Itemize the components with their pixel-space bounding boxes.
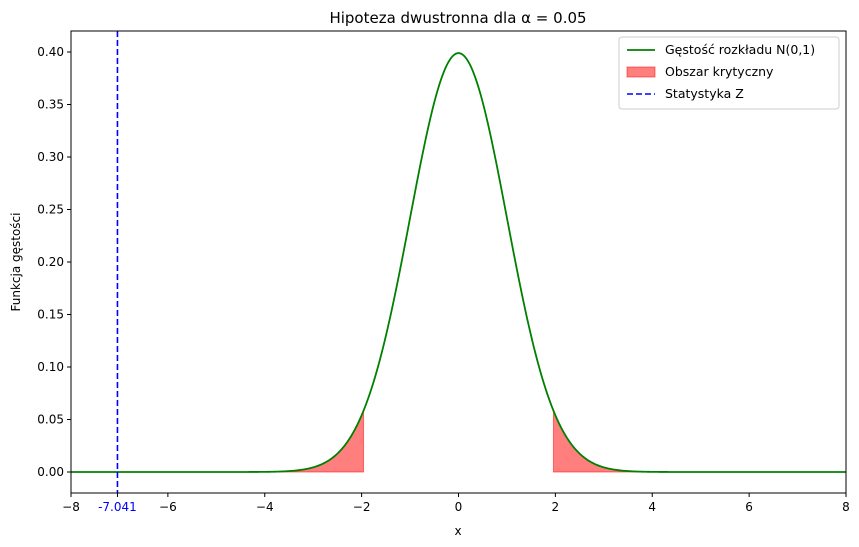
y-tick-label: 0.35 bbox=[37, 98, 64, 112]
y-tick-label: 0.20 bbox=[37, 255, 64, 269]
y-tick-label: 0.30 bbox=[37, 150, 64, 164]
critical-region-left bbox=[71, 410, 365, 473]
density-curve-line bbox=[71, 52, 846, 473]
legend-item: Obszar krytyczny bbox=[626, 64, 774, 79]
x-tick-label: 0 bbox=[455, 500, 463, 514]
x-tick-label: 6 bbox=[745, 500, 753, 514]
legend-label: Statystyka Z bbox=[665, 86, 744, 101]
chart-title: Hipoteza dwustronna dla α = 0.05 bbox=[329, 9, 586, 27]
y-tick-label: 0.40 bbox=[37, 45, 64, 59]
z-statistic-tick-label: -7.041 bbox=[98, 500, 137, 514]
y-axis: 0.00 0.05 0.10 0.15 0.20 0.25 0.30 0.35 0.40 bbox=[37, 45, 71, 479]
y-tick-label: 0.25 bbox=[37, 203, 64, 217]
y-tick-label: 0.15 bbox=[37, 308, 64, 322]
x-tick-label: −4 bbox=[256, 500, 274, 514]
x-axis-label: x bbox=[454, 524, 461, 538]
legend-box bbox=[618, 36, 840, 110]
legend: Gęstość rozkładu N(0,1) Obszar krytyczny S… bbox=[618, 36, 840, 110]
x-tick-label: 8 bbox=[842, 500, 850, 514]
x-axis: −8 −6 −4 −2 0 2 4 6 8 -7.041 bbox=[62, 493, 850, 514]
legend-label: Obszar krytyczny bbox=[665, 64, 774, 79]
legend-item: Statystyka Z bbox=[627, 86, 744, 101]
y-tick-label: 0.10 bbox=[37, 360, 64, 374]
x-tick-label: 4 bbox=[648, 500, 656, 514]
x-tick-label: −8 bbox=[62, 500, 80, 514]
legend-swatch-area bbox=[626, 66, 656, 78]
legend-item: Gęstość rozkładu N(0,1) bbox=[627, 42, 815, 57]
critical-region-right bbox=[552, 410, 846, 473]
x-tick-label: −6 bbox=[159, 500, 177, 514]
y-tick-label: 0.00 bbox=[37, 465, 64, 479]
x-tick-label: 2 bbox=[552, 500, 560, 514]
x-tick-label: −2 bbox=[353, 500, 371, 514]
y-axis-label: Funkcja gęstości bbox=[9, 213, 23, 312]
y-tick-label: 0.05 bbox=[37, 413, 64, 427]
legend-label: Gęstość rozkładu N(0,1) bbox=[665, 42, 815, 57]
